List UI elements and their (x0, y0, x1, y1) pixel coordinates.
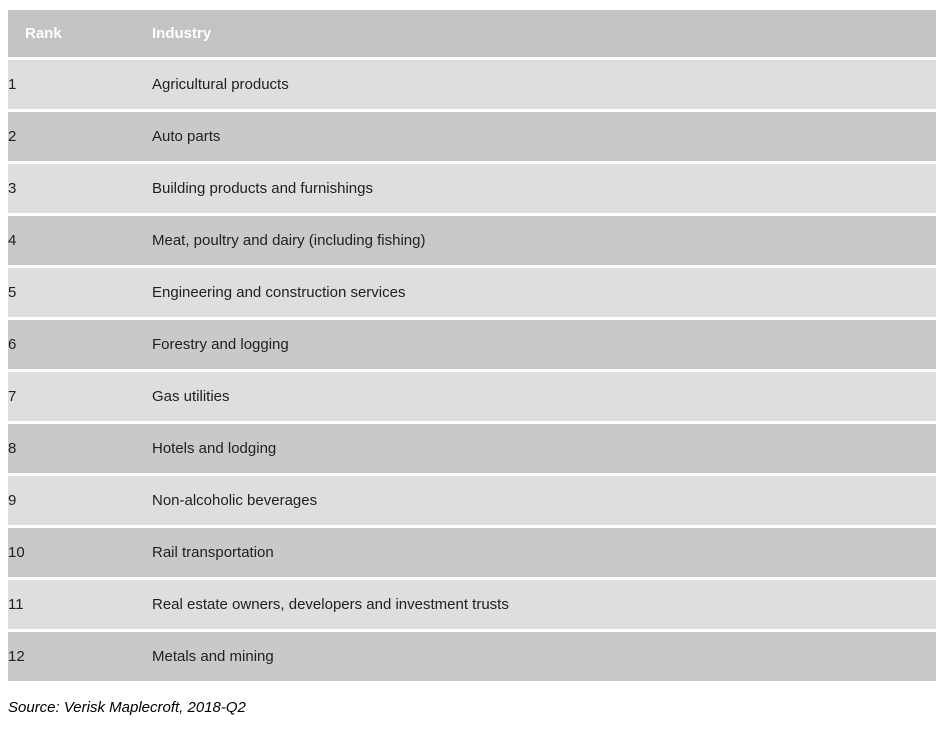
table-row: 3 Building products and furnishings (8, 161, 936, 213)
rank-cell: 8 (8, 421, 152, 473)
source-note: Source: Verisk Maplecroft, 2018-Q2 (8, 699, 246, 716)
rank-cell: 3 (8, 161, 152, 213)
rank-cell: 5 (8, 265, 152, 317)
industry-cell: Agricultural products (152, 57, 936, 109)
table-header: Rank Industry (8, 10, 936, 57)
industry-cell: Rail transportation (152, 525, 936, 577)
rank-cell: 1 (8, 57, 152, 109)
rank-cell: 12 (8, 629, 152, 681)
table-body: 1 Agricultural products 2 Auto parts 3 B… (8, 57, 936, 681)
column-header-rank: Rank (8, 10, 152, 57)
rank-cell: 6 (8, 317, 152, 369)
table-row: 10 Rail transportation (8, 525, 936, 577)
industry-rank-table-container: Rank Industry 1 Agricultural products 2 … (8, 10, 936, 681)
rank-cell: 10 (8, 525, 152, 577)
table-row: 6 Forestry and logging (8, 317, 936, 369)
rank-cell: 7 (8, 369, 152, 421)
table-row: 8 Hotels and lodging (8, 421, 936, 473)
table-row: 4 Meat, poultry and dairy (including fis… (8, 213, 936, 265)
table-header-row: Rank Industry (8, 10, 936, 57)
industry-cell: Hotels and lodging (152, 421, 936, 473)
rank-cell: 2 (8, 109, 152, 161)
industry-cell: Building products and furnishings (152, 161, 936, 213)
table-row: 2 Auto parts (8, 109, 936, 161)
column-header-industry: Industry (152, 10, 936, 57)
industry-cell: Forestry and logging (152, 317, 936, 369)
table-row: 9 Non-alcoholic beverages (8, 473, 936, 525)
industry-cell: Gas utilities (152, 369, 936, 421)
table-row: 11 Real estate owners, developers and in… (8, 577, 936, 629)
industry-cell: Metals and mining (152, 629, 936, 681)
table-row: 1 Agricultural products (8, 57, 936, 109)
rank-cell: 4 (8, 213, 152, 265)
industry-cell: Auto parts (152, 109, 936, 161)
industry-cell: Engineering and construction services (152, 265, 936, 317)
industry-cell: Real estate owners, developers and inves… (152, 577, 936, 629)
rank-cell: 9 (8, 473, 152, 525)
table-row: 12 Metals and mining (8, 629, 936, 681)
table-row: 7 Gas utilities (8, 369, 936, 421)
industry-rank-table: Rank Industry 1 Agricultural products 2 … (8, 10, 936, 681)
rank-cell: 11 (8, 577, 152, 629)
table-row: 5 Engineering and construction services (8, 265, 936, 317)
industry-cell: Non-alcoholic beverages (152, 473, 936, 525)
industry-cell: Meat, poultry and dairy (including fishi… (152, 213, 936, 265)
